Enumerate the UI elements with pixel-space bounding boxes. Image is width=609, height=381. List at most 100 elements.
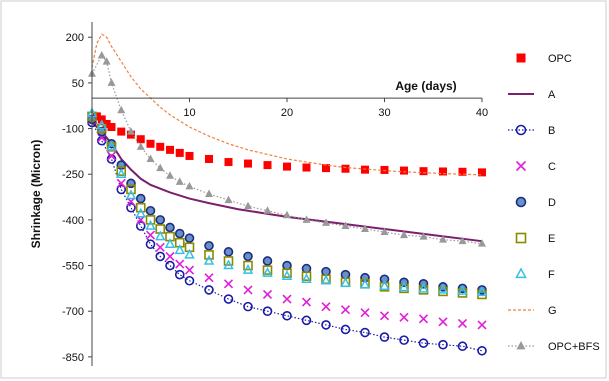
data-point-opc	[283, 162, 291, 171]
x-tick-label: 20	[281, 107, 293, 119]
data-point-opc	[102, 119, 111, 128]
legend-label: E	[548, 233, 555, 245]
data-point-f	[135, 207, 146, 218]
data-point-f	[203, 254, 215, 265]
data-point-d	[262, 256, 273, 266]
x-tick-label: 40	[476, 107, 488, 119]
data-point-f	[437, 283, 449, 294]
data-point-c	[399, 312, 409, 322]
data-point-f	[106, 140, 117, 151]
data-point-f	[164, 238, 176, 248]
data-point-opc-bfs	[156, 163, 165, 172]
data-point-d	[145, 205, 156, 216]
data-point-opc-bfs	[146, 154, 155, 162]
data-point-b	[457, 341, 468, 352]
data-point-opc	[156, 142, 165, 151]
data-point-f	[116, 168, 127, 178]
y-tick-label: -550	[62, 261, 84, 273]
y-tick-label: -850	[62, 352, 84, 364]
data-point-opc	[205, 154, 213, 163]
data-point-e	[145, 215, 156, 225]
legend-label: G	[548, 305, 557, 317]
legend-marker	[515, 124, 527, 136]
data-point-opc-bfs	[361, 224, 369, 233]
data-point-b	[301, 315, 312, 326]
data-point-opc	[263, 161, 272, 170]
data-point-opc-bfs	[205, 189, 213, 197]
data-point-b	[243, 301, 253, 312]
series-opc-bfs	[88, 50, 486, 247]
legend-item-a: A	[508, 89, 556, 101]
data-point-opc	[117, 127, 126, 136]
data-point-b	[379, 332, 390, 342]
series-line-g	[91, 33, 483, 176]
data-point-d	[243, 251, 253, 262]
data-point-c	[116, 178, 126, 188]
series-f	[86, 107, 488, 297]
data-point-d	[301, 263, 312, 274]
data-point-c	[223, 279, 234, 289]
data-point-b	[360, 327, 370, 338]
x-tick-label: 10	[183, 107, 195, 119]
data-point-opc	[146, 139, 155, 148]
x-tick-label: 30	[378, 107, 390, 119]
data-point-opc-bfs	[439, 235, 447, 243]
y-tick-label: 50	[72, 78, 84, 90]
data-point-f	[96, 119, 107, 130]
data-point-f	[155, 230, 166, 241]
data-point-opc-bfs	[175, 177, 184, 185]
data-point-opc	[478, 168, 486, 177]
data-point-b	[282, 310, 292, 321]
data-point-opc	[380, 165, 389, 174]
legend-marker	[516, 53, 526, 63]
data-point-opc	[107, 123, 116, 132]
data-point-opc-bfs	[302, 215, 311, 223]
legend-item-b: B	[508, 124, 555, 137]
data-point-f	[379, 280, 390, 290]
legend-item-opc-bfs: OPC+BFS	[508, 340, 600, 353]
data-point-c	[379, 311, 390, 321]
data-point-e	[126, 184, 136, 195]
data-point-opc	[400, 166, 408, 175]
data-point-b	[477, 345, 487, 356]
legend-item-g: G	[508, 305, 557, 317]
data-point-opc-bfs	[322, 218, 330, 226]
y-tick-label: -700	[62, 306, 84, 318]
data-point-b	[321, 320, 331, 330]
data-point-opc	[322, 164, 330, 173]
legend-label: OPC+BFS	[548, 341, 600, 353]
data-point-c	[438, 317, 448, 327]
legend-label: F	[548, 269, 555, 281]
data-point-opc	[458, 167, 467, 176]
legend-marker	[515, 232, 527, 244]
series-opc	[92, 112, 486, 177]
y-tick-label: 200	[66, 32, 84, 44]
y-tick-label: -250	[62, 169, 84, 181]
axes-layer: Age (days) Shrinkage (Micron) 200 50 -100 -…	[29, 22, 488, 366]
y-tick-label: -400	[62, 215, 84, 227]
legend-item-e: E	[515, 232, 555, 245]
data-point-opc-bfs	[263, 206, 272, 214]
legend-label: C	[548, 161, 556, 173]
data-point-f	[398, 281, 410, 292]
data-point-c	[282, 294, 292, 304]
data-point-b	[174, 269, 185, 280]
data-point-b	[399, 335, 409, 345]
data-point-opc	[302, 163, 311, 172]
data-point-opc	[244, 159, 252, 168]
data-point-e	[282, 268, 292, 278]
data-point-b	[223, 294, 234, 304]
data-point-opc	[136, 135, 145, 144]
data-point-opc	[419, 167, 428, 176]
data-point-opc	[439, 167, 447, 176]
data-point-opc-bfs	[224, 195, 233, 204]
data-point-e	[223, 256, 234, 266]
data-point-f	[145, 219, 156, 230]
data-point-c	[418, 314, 429, 324]
data-point-f	[320, 274, 332, 285]
data-point-opc	[127, 130, 135, 139]
data-point-d	[174, 228, 185, 239]
data-point-c	[243, 285, 253, 295]
legend-item-c: C	[515, 160, 556, 173]
